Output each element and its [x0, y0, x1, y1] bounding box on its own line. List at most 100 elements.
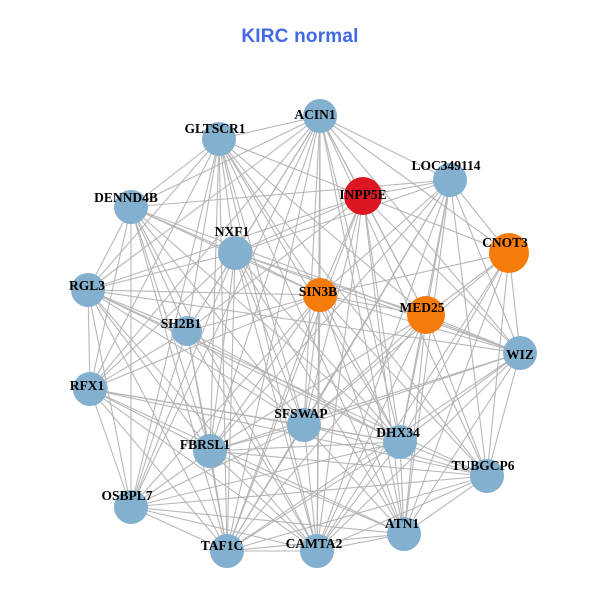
edge-GLTSCR1-SH2B1	[186, 138, 220, 332]
edge-LOC349114-DENND4B	[130, 179, 451, 208]
edge-NXF1-SFSWAP	[234, 252, 305, 426]
edge-SIN3B-ATN1	[319, 294, 405, 535]
edge-RGL3-SIN3B	[87, 289, 321, 296]
edge-DENND4B-DHX34	[130, 206, 401, 443]
node-label-CNOT3: CNOT3	[482, 235, 528, 250]
edge-RFX1-FBRSL1	[89, 388, 211, 452]
node-DENND4B[interactable]	[114, 190, 148, 224]
edge-CNOT3-CAMTA2	[316, 252, 510, 552]
edge-SIN3B-RFX1	[89, 294, 321, 390]
node-DHX34[interactable]	[383, 425, 417, 459]
edge-MED25-FBRSL1	[209, 314, 427, 452]
edge-NXF1-DHX34	[234, 252, 401, 443]
edge-MED25-TAF1C	[226, 314, 427, 552]
edge-RGL3-WIZ	[87, 289, 521, 354]
edge-OSBPL7-TAF1C	[130, 506, 228, 552]
edge-WIZ-TUBGCP6	[486, 352, 521, 477]
node-label-SFSWAP: SFSWAP	[274, 406, 327, 421]
node-label-MED25: MED25	[400, 300, 445, 315]
edge-DHX34-TAF1C	[226, 441, 401, 552]
edge-GLTSCR1-INPP5E	[218, 138, 364, 197]
node-SH2B1[interactable]	[172, 316, 202, 346]
node-label-LOC349114: LOC349114	[411, 158, 480, 173]
node-TUBGCP6[interactable]	[470, 459, 504, 493]
node-WIZ[interactable]	[503, 336, 537, 370]
edge-NXF1-OSBPL7	[130, 252, 236, 508]
node-label-TAF1C: TAF1C	[201, 538, 244, 553]
edge-FBRSL1-ATN1	[209, 450, 405, 535]
node-label-FBRSL1: FBRSL1	[180, 437, 231, 452]
node-ATN1[interactable]	[387, 517, 421, 551]
edge-SH2B1-OSBPL7	[130, 330, 188, 508]
edge-RGL3-FBRSL1	[87, 289, 211, 452]
edge-ACIN1-CNOT3	[319, 115, 510, 254]
edge-INPP5E-NXF1	[234, 195, 364, 254]
node-label-WIZ: WIZ	[506, 347, 534, 362]
node-CNOT3[interactable]	[489, 233, 529, 273]
edge-GLTSCR1-NXF1	[218, 138, 236, 254]
node-LOC349114[interactable]	[433, 163, 467, 197]
node-label-INPP5E: INPP5E	[339, 187, 386, 202]
edge-DENND4B-RFX1	[89, 206, 132, 390]
edge-ACIN1-GLTSCR1	[218, 115, 321, 140]
edge-SIN3B-DHX34	[319, 294, 401, 443]
node-RGL3[interactable]	[71, 273, 105, 307]
node-label-RGL3: RGL3	[69, 278, 105, 293]
edge-DENND4B-TAF1C	[130, 206, 228, 552]
edge-NXF1-RGL3	[87, 252, 236, 291]
nodes-layer	[71, 99, 537, 568]
edge-GLTSCR1-RGL3	[87, 138, 220, 291]
edge-RFX1-ATN1	[89, 388, 405, 535]
node-OSBPL7[interactable]	[114, 490, 148, 524]
edge-INPP5E-DHX34	[362, 195, 401, 443]
node-label-SIN3B: SIN3B	[299, 284, 337, 299]
node-NXF1[interactable]	[218, 236, 252, 270]
edge-CNOT3-ATN1	[403, 252, 510, 535]
node-SFSWAP[interactable]	[287, 408, 321, 442]
edge-RFX1-TAF1C	[89, 388, 228, 552]
edge-INPP5E-SFSWAP	[303, 195, 364, 426]
node-GLTSCR1[interactable]	[202, 122, 236, 156]
node-INPP5E[interactable]	[344, 177, 382, 215]
edge-RGL3-DHX34	[87, 289, 401, 443]
edge-RGL3-SH2B1	[87, 289, 188, 332]
edge-CNOT3-SFSWAP	[303, 252, 510, 426]
edge-INPP5E-CNOT3	[362, 195, 510, 254]
node-label-NXF1: NXF1	[215, 224, 250, 239]
edge-INPP5E-WIZ	[362, 195, 521, 354]
edge-LOC349114-TUBGCP6	[449, 179, 488, 477]
edge-MED25-CAMTA2	[316, 314, 427, 552]
edge-DHX34-FBRSL1	[209, 441, 401, 452]
node-RFX1[interactable]	[73, 372, 107, 406]
node-CAMTA2[interactable]	[300, 534, 334, 568]
node-MED25[interactable]	[407, 296, 445, 334]
node-FBRSL1[interactable]	[193, 434, 227, 468]
edge-WIZ-SFSWAP	[303, 352, 521, 426]
edge-CNOT3-SIN3B	[319, 252, 510, 296]
edge-ACIN1-OSBPL7	[130, 115, 321, 508]
edge-SH2B1-CAMTA2	[186, 330, 318, 552]
edge-RFX1-OSBPL7	[89, 388, 132, 508]
node-ACIN1[interactable]	[303, 99, 337, 133]
edge-GLTSCR1-SIN3B	[218, 138, 321, 296]
edge-LOC349114-FBRSL1	[209, 179, 451, 452]
node-label-ATN1: ATN1	[385, 516, 420, 531]
edge-FBRSL1-CAMTA2	[209, 450, 318, 552]
edge-NXF1-TAF1C	[226, 252, 236, 552]
edge-SH2B1-SFSWAP	[186, 330, 305, 426]
node-TAF1C[interactable]	[210, 534, 244, 568]
edge-RGL3-SFSWAP	[87, 289, 305, 426]
edge-CNOT3-DHX34	[399, 252, 510, 443]
edge-NXF1-FBRSL1	[209, 252, 236, 452]
node-label-GLTSCR1: GLTSCR1	[184, 121, 245, 136]
edge-SIN3B-SFSWAP	[303, 294, 321, 426]
edge-INPP5E-TAF1C	[226, 195, 364, 552]
edge-LOC349114-ATN1	[403, 179, 451, 535]
edge-TUBGCP6-OSBPL7	[130, 475, 488, 508]
node-SIN3B[interactable]	[303, 278, 337, 312]
edge-WIZ-DHX34	[399, 352, 521, 443]
node-label-RFX1: RFX1	[70, 378, 105, 393]
edge-WIZ-FBRSL1	[209, 352, 521, 452]
